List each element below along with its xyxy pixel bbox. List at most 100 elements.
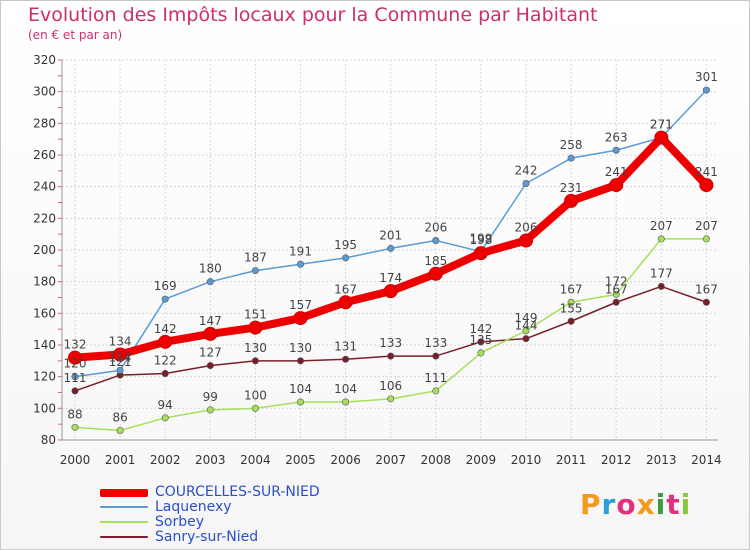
legend-label: Sanry-sur-Nied: [155, 529, 259, 545]
logo-letter: o: [616, 488, 637, 521]
y-tick-label: 140: [33, 338, 56, 352]
data-point: [251, 404, 259, 412]
data-label: 155: [560, 301, 583, 315]
data-label: 99: [203, 390, 218, 404]
data-point: [428, 266, 443, 281]
data-point: [609, 178, 624, 193]
x-tick-label: 2008: [421, 453, 452, 467]
data-label: 127: [199, 346, 222, 360]
axis-layer: 80 100 120 140 160 180 200 220 240 260 280 300 320 20…: [33, 53, 722, 467]
legend-swatch: [100, 506, 148, 508]
data-point: [161, 295, 169, 303]
data-label: 100: [244, 388, 267, 402]
data-point: [564, 193, 579, 208]
data-point: [519, 233, 533, 248]
data-label: 86: [112, 411, 127, 425]
data-point: [296, 357, 304, 365]
data-label: 301: [695, 70, 718, 84]
data-label: 142: [469, 322, 492, 336]
data-label: 133: [424, 336, 447, 350]
data-label: 271: [650, 118, 673, 132]
y-tick-label: 280: [33, 116, 56, 130]
data-point: [248, 320, 263, 335]
data-point: [71, 423, 79, 431]
data-label: 151: [244, 308, 267, 322]
logo-letter: x: [636, 488, 656, 521]
data-point: [657, 235, 665, 243]
data-point: [612, 146, 620, 154]
data-label: 111: [424, 371, 447, 385]
data-point: [293, 311, 308, 326]
y-tick-label: 180: [33, 275, 56, 289]
data-point: [477, 338, 485, 346]
data-point: [522, 180, 530, 188]
data-label: 207: [695, 219, 718, 233]
data-point: [206, 406, 214, 414]
data-point: [203, 326, 218, 341]
x-tick-label: 2014: [691, 453, 722, 467]
data-label: 241: [605, 165, 628, 179]
data-label: 231: [560, 181, 583, 195]
x-tick-label: 2012: [601, 453, 632, 467]
data-point: [522, 327, 530, 335]
legend-swatch: [100, 521, 148, 523]
data-label: 177: [650, 266, 673, 280]
logo-letter: i: [655, 488, 667, 521]
data-label: 187: [244, 251, 267, 265]
data-label: 130: [244, 341, 267, 355]
data-label: 242: [515, 164, 538, 178]
chart-subtitle: (en € et par an): [28, 28, 123, 42]
data-label: 263: [605, 130, 628, 144]
data-point: [161, 414, 169, 422]
data-label: 135: [469, 333, 492, 347]
x-tick-label: 2005: [285, 453, 316, 467]
data-label: 174: [379, 271, 402, 285]
data-label: 207: [650, 219, 673, 233]
data-point: [654, 130, 669, 145]
x-tick-label: 2004: [240, 453, 271, 467]
data-point: [383, 284, 398, 299]
data-point: [477, 349, 485, 357]
data-label: 180: [199, 262, 222, 276]
data-point: [702, 86, 710, 94]
legend-swatch: [100, 489, 148, 497]
data-point: [522, 335, 530, 343]
x-tick-label: 2007: [375, 453, 406, 467]
data-point: [432, 387, 440, 395]
data-point: [342, 398, 350, 406]
data-label: 104: [289, 382, 312, 396]
proxiti-logo: Proxiti: [580, 488, 691, 521]
x-tick-label: 2009: [466, 453, 497, 467]
data-label: 121: [109, 355, 132, 369]
data-point: [71, 387, 79, 395]
y-tick-label: 220: [33, 211, 56, 225]
data-label: 167: [334, 282, 357, 296]
data-point: [387, 395, 395, 403]
data-label: 130: [289, 341, 312, 355]
y-tick-label: 260: [33, 148, 56, 162]
data-label: 167: [695, 282, 718, 296]
data-point: [567, 298, 575, 306]
data-label: 106: [379, 379, 402, 393]
y-tick-label: 200: [33, 243, 56, 257]
data-point: [206, 362, 214, 370]
x-tick-label: 2002: [150, 453, 181, 467]
data-point: [161, 369, 169, 377]
y-tick-label: 300: [33, 85, 56, 99]
data-point: [702, 298, 710, 306]
data-point: [387, 244, 395, 252]
logo-letter: t: [666, 488, 681, 521]
data-label: 258: [560, 138, 583, 152]
data-point: [158, 334, 173, 349]
data-label: 142: [154, 322, 177, 336]
data-label: 167: [605, 282, 628, 296]
data-point: [387, 352, 395, 360]
data-label: 195: [334, 238, 357, 252]
data-point: [251, 267, 259, 275]
data-label: 132: [64, 338, 87, 352]
data-label-layer: 132 134 142 147 151 157 167 174 185 198 206 231 241 2…: [64, 70, 718, 424]
data-point: [251, 357, 259, 365]
data-label: 88: [67, 407, 82, 421]
data-point: [342, 355, 350, 363]
